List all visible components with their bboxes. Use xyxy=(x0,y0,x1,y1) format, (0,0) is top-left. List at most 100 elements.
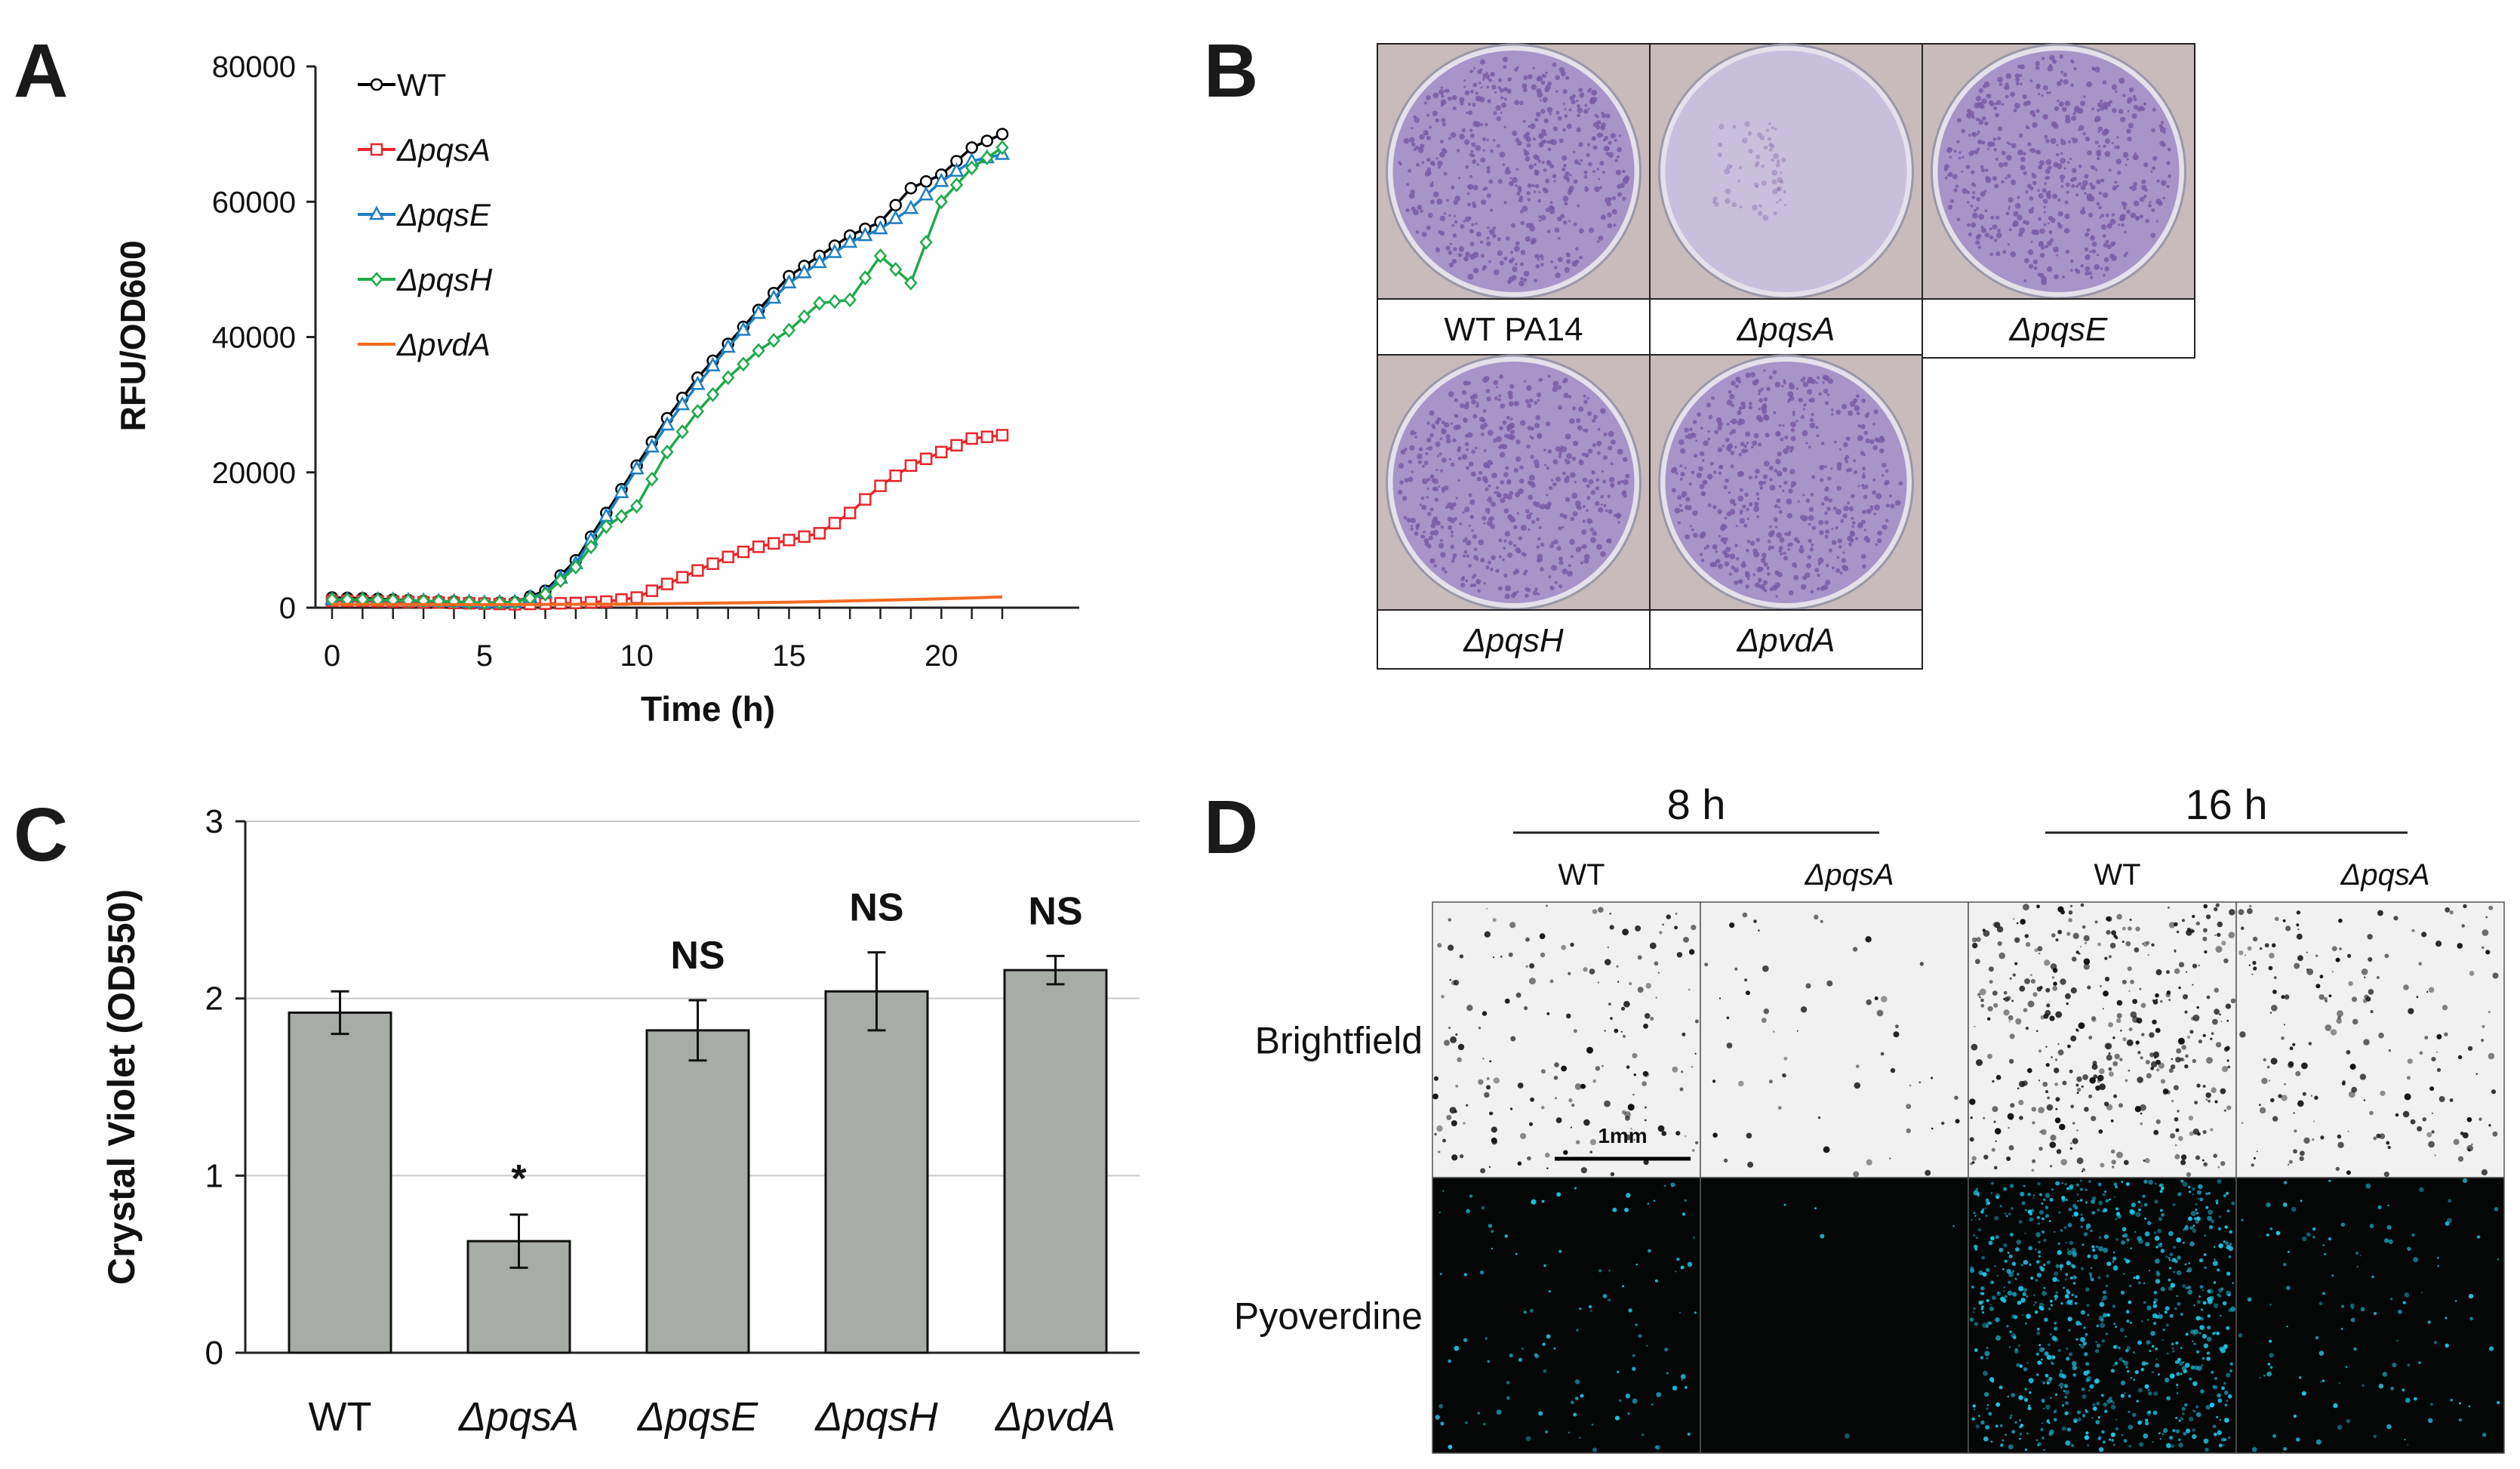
data-point xyxy=(783,534,795,547)
data-point xyxy=(645,471,659,487)
series-group xyxy=(324,128,1011,611)
x-tick-label: 5 xyxy=(476,639,493,673)
dish-well xyxy=(1392,51,1635,292)
channel-label: Brightfield xyxy=(1255,1020,1423,1062)
y-tick-label: 0 xyxy=(279,592,296,625)
dish-well xyxy=(1665,51,1907,292)
legend-label: ΔpqsA xyxy=(396,132,491,168)
y-tick-label: 3 xyxy=(205,803,223,840)
bars: WT * ΔpqsA NS ΔpqsE NS ΔpqsH NS ΔpvdA xyxy=(288,886,1115,1440)
data-point xyxy=(660,444,674,460)
plate-label-box xyxy=(1377,298,1651,359)
data-point xyxy=(614,509,629,524)
significance-label: NS xyxy=(1028,889,1082,933)
plate-label-box xyxy=(1922,298,2195,359)
data-point xyxy=(766,289,782,304)
plate-cell: ΔpvdA xyxy=(1649,354,1923,670)
data-point xyxy=(965,432,978,445)
data-point xyxy=(722,370,735,386)
data-point xyxy=(645,584,659,597)
data-point xyxy=(858,270,872,285)
data-point xyxy=(889,199,902,211)
data-point xyxy=(584,596,598,609)
biofilm-spots xyxy=(1398,374,1630,599)
plate-label-box xyxy=(1649,609,1923,670)
data-point xyxy=(934,194,948,210)
data-point xyxy=(919,235,933,250)
data-point xyxy=(660,577,674,590)
data-point xyxy=(599,519,613,534)
data-point xyxy=(659,416,675,431)
plate-label: ΔpqsE xyxy=(2009,311,2108,348)
biofilm-spots xyxy=(1712,121,1786,221)
data-point xyxy=(569,559,583,575)
data-point xyxy=(737,545,750,559)
bar-chart: 0 1 2 3 WT * ΔpqsA NS ΔpqsE NS ΔpqsH NS ΔpvdA Cryst… xyxy=(100,803,1140,1440)
image-frame xyxy=(1968,901,2237,1178)
data-point xyxy=(782,322,796,338)
data-point xyxy=(904,182,918,195)
data-point xyxy=(949,162,965,177)
data-point xyxy=(904,459,918,473)
y-tick-label: 2 xyxy=(205,981,223,1018)
significance-label: NS xyxy=(670,934,725,978)
line-chart: 0 20000 40000 60000 80000 0 5 10 15 20 RFU/OD600… xyxy=(113,51,1079,728)
plate-cell: WT PA14 xyxy=(1377,43,1651,359)
fluorescence-image xyxy=(1700,1177,1969,1454)
strain-label: WT xyxy=(1558,858,1605,892)
data-point xyxy=(781,274,797,289)
data-point xyxy=(752,343,765,359)
data-point xyxy=(903,199,918,214)
data-point xyxy=(995,128,1009,140)
data-point xyxy=(720,338,736,353)
data-point xyxy=(796,263,812,279)
data-point xyxy=(934,172,949,187)
bar xyxy=(824,990,929,1354)
data-point xyxy=(843,507,857,519)
data-point xyxy=(889,261,903,277)
biofilm-spots xyxy=(1398,57,1630,287)
data-point xyxy=(919,452,933,466)
data-point xyxy=(629,460,645,475)
fluorescence-image xyxy=(1968,1177,2237,1454)
legend-entry: ΔpqsE xyxy=(358,197,491,233)
data-point xyxy=(554,573,568,589)
data-point xyxy=(813,295,826,311)
data-point xyxy=(706,557,719,570)
image-frame xyxy=(1968,1177,2237,1454)
category-label: ΔpvdA xyxy=(994,1394,1115,1440)
data-point xyxy=(691,404,705,419)
fluorescence-image xyxy=(1432,1177,1701,1454)
category-label: ΔpqsA xyxy=(457,1394,579,1440)
brightfield-image xyxy=(1432,901,1701,1178)
image-frame xyxy=(1432,1177,1701,1454)
panel-letter-d: D xyxy=(1204,785,1258,870)
data-point xyxy=(965,160,979,176)
data-point xyxy=(935,445,948,459)
y-axis-label: Crystal Violet (OD550) xyxy=(100,889,143,1285)
data-point xyxy=(874,479,887,492)
data-point xyxy=(691,564,704,577)
bar-group: NS ΔpvdA xyxy=(994,889,1115,1440)
brightfield-image xyxy=(2235,901,2505,1178)
legend-label: WT xyxy=(397,67,446,103)
data-point xyxy=(980,150,994,165)
data-point xyxy=(859,493,872,506)
data-point xyxy=(828,516,842,530)
image-frame xyxy=(1432,901,1701,1178)
brightfield-image xyxy=(1968,901,2237,1178)
data-point xyxy=(995,140,1009,156)
y-ticks: 0 20000 40000 60000 80000 xyxy=(212,51,315,625)
data-point xyxy=(630,591,643,604)
data-point xyxy=(873,248,888,263)
y-tick-label: 60000 xyxy=(212,186,296,219)
category-label: ΔpqsH xyxy=(814,1394,938,1440)
x-axis-label: Time (h) xyxy=(641,689,775,728)
x-tick-label: 0 xyxy=(324,639,340,673)
legend-entry: WT xyxy=(358,67,446,103)
timepoint-label: 8 h xyxy=(1667,781,1726,828)
image-frame xyxy=(1700,1177,1969,1454)
x-tick-label: 20 xyxy=(925,639,958,673)
data-point xyxy=(675,396,691,411)
